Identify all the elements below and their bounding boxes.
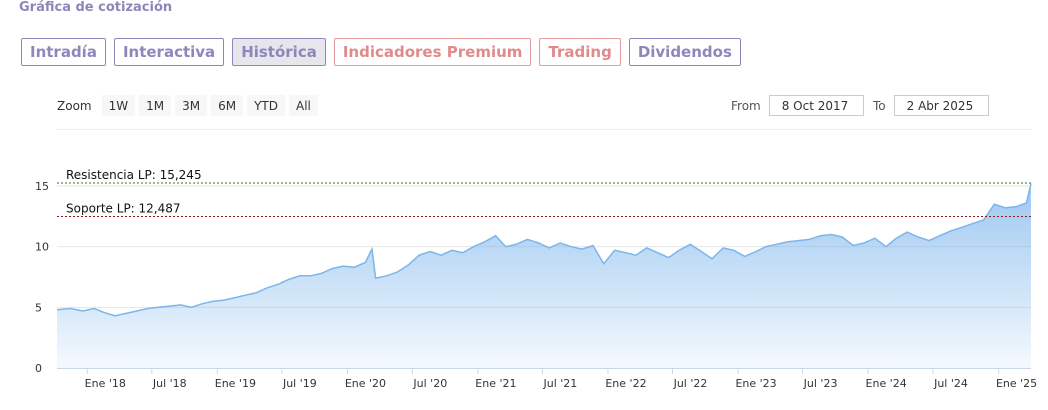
x-tick-label: Jul '24 [933, 377, 968, 390]
tab-trading[interactable]: Trading [539, 38, 621, 66]
support-label: Soporte LP: 12,487 [66, 201, 181, 215]
x-tick-label: Ene '18 [85, 377, 126, 390]
x-tick-label: Jul '18 [152, 377, 187, 390]
tab-indicadores-premium[interactable]: Indicadores Premium [333, 38, 532, 66]
price-area [57, 183, 1031, 368]
y-tick-label: 0 [35, 362, 42, 375]
y-tick-label: 5 [35, 301, 42, 314]
zoom-6m-button[interactable]: 6M [211, 95, 244, 116]
tab-bar: Intradía Interactiva Histórica Indicador… [21, 38, 741, 66]
tab-dividendos[interactable]: Dividendos [628, 38, 741, 66]
x-tick-label: Ene '21 [475, 377, 516, 390]
x-tick-label: Ene '24 [866, 377, 907, 390]
zoom-controls: Zoom 1W 1M 3M 6M YTD All [57, 95, 318, 116]
zoom-all-button[interactable]: All [289, 95, 318, 116]
x-tick-label: Ene '23 [735, 377, 776, 390]
x-tick-label: Ene '25 [996, 377, 1037, 390]
date-range-to: To 2 Abr 2025 [873, 95, 989, 116]
x-tick-label: Jul '21 [542, 377, 577, 390]
y-tick-label: 10 [35, 241, 49, 254]
zoom-label: Zoom [57, 98, 92, 113]
y-tick-label: 15 [35, 180, 49, 193]
to-label: To [873, 98, 886, 113]
price-line [56, 183, 1032, 317]
from-date-input[interactable]: 8 Oct 2017 [768, 95, 864, 116]
resistance-label: Resistencia LP: 15,245 [66, 168, 202, 182]
zoom-1w-button[interactable]: 1W [101, 95, 136, 116]
x-tick-label: Jul '19 [282, 377, 317, 390]
toolbar-divider [57, 129, 1032, 130]
x-tick-label: Ene '22 [605, 377, 646, 390]
x-tick-label: Ene '20 [345, 377, 386, 390]
zoom-ytd-button[interactable]: YTD [247, 95, 285, 116]
page-title: Gráfica de cotización [19, 0, 173, 15]
x-tick-label: Jul '20 [412, 377, 447, 390]
zoom-3m-button[interactable]: 3M [175, 95, 208, 116]
tab-intradia[interactable]: Intradía [21, 38, 106, 66]
tab-historica[interactable]: Histórica [232, 38, 326, 66]
to-date-input[interactable]: 2 Abr 2025 [893, 95, 989, 116]
date-range-from: From 8 Oct 2017 [731, 95, 864, 116]
x-tick-label: Jul '23 [803, 377, 838, 390]
zoom-1m-button[interactable]: 1M [139, 95, 172, 116]
tab-interactiva[interactable]: Interactiva [113, 38, 225, 66]
x-tick-label: Jul '22 [673, 377, 708, 390]
from-label: From [731, 98, 761, 113]
x-tick-label: Ene '19 [215, 377, 256, 390]
